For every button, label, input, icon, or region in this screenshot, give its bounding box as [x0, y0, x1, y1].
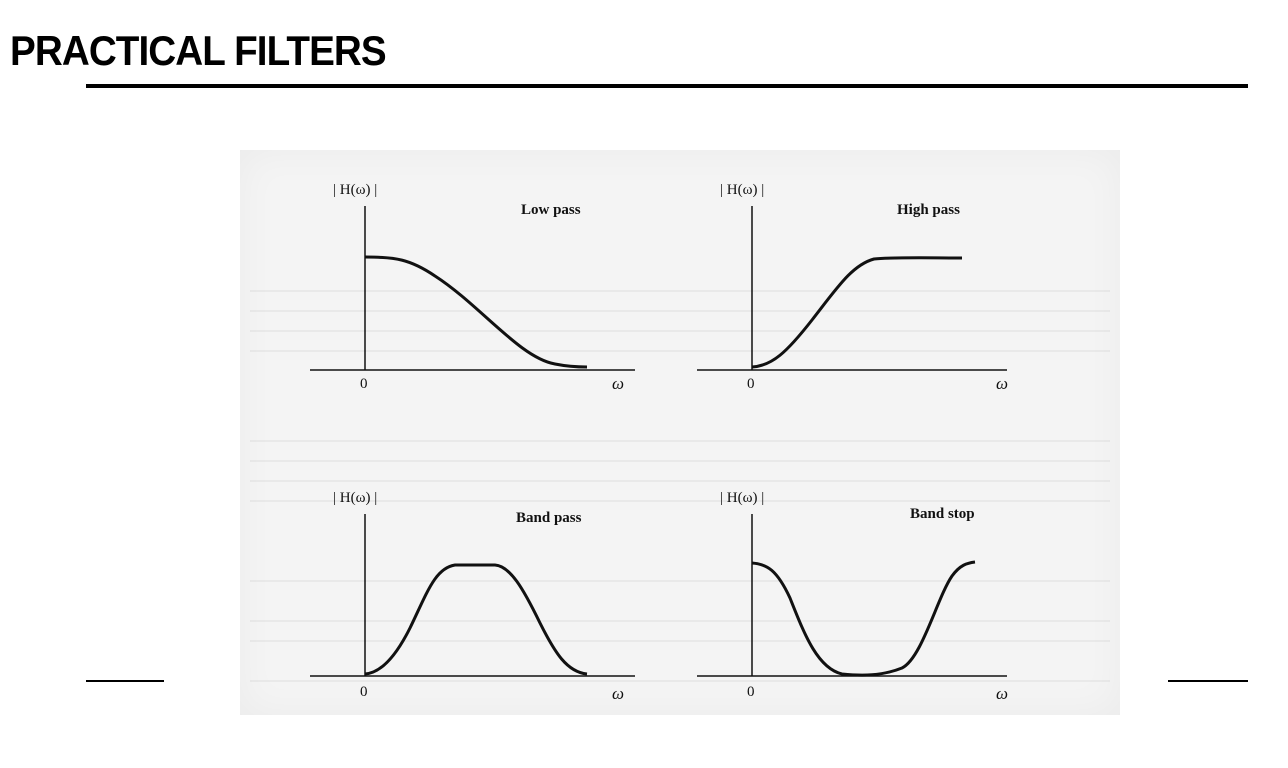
- y-axis-label: | H(ω) |: [333, 490, 378, 506]
- scanned-figure: [240, 150, 1120, 715]
- x-axis-label: ω: [612, 684, 625, 703]
- panel-high-pass: | H(ω) | High pass 0 ω: [692, 180, 1112, 440]
- panel-label: Low pass: [521, 202, 581, 218]
- band-stop-curve: [751, 560, 976, 677]
- high-pass-plot: [697, 206, 1007, 371]
- panel-band-stop: | H(ω) | Band stop 0 ω: [692, 488, 1112, 748]
- x-axis-label: ω: [996, 684, 1009, 703]
- panel-label: Band stop: [910, 506, 975, 522]
- high-pass-curve: [751, 256, 963, 369]
- y-axis-label: | H(ω) |: [333, 182, 378, 198]
- footer-rule-right: [1168, 680, 1248, 682]
- panel-label: High pass: [897, 202, 960, 218]
- y-axis-label: | H(ω) |: [720, 490, 765, 506]
- footer-rule-left: [86, 680, 164, 682]
- slide-title: PRACTICAL FILTERS: [10, 27, 387, 74]
- y-axis-label: | H(ω) |: [720, 182, 765, 198]
- x-origin-tick: 0: [360, 376, 368, 392]
- band-pass-plot: [310, 514, 635, 677]
- x-origin-tick: 0: [747, 376, 755, 392]
- low-pass-plot: [310, 206, 635, 371]
- panel-band-pass: | H(ω) | Band pass 0 ω: [305, 488, 725, 748]
- panel-label: Band pass: [516, 510, 582, 526]
- band-pass-curve: [364, 563, 588, 676]
- band-stop-plot: [697, 514, 1007, 677]
- x-axis-label: ω: [996, 374, 1009, 393]
- panel-low-pass: | H(ω) | Low pass 0 ω: [305, 180, 725, 440]
- x-axis-label: ω: [612, 374, 625, 393]
- x-origin-tick: 0: [360, 684, 368, 700]
- low-pass-curve: [364, 255, 588, 369]
- x-origin-tick: 0: [747, 684, 755, 700]
- title-underline: [86, 84, 1248, 88]
